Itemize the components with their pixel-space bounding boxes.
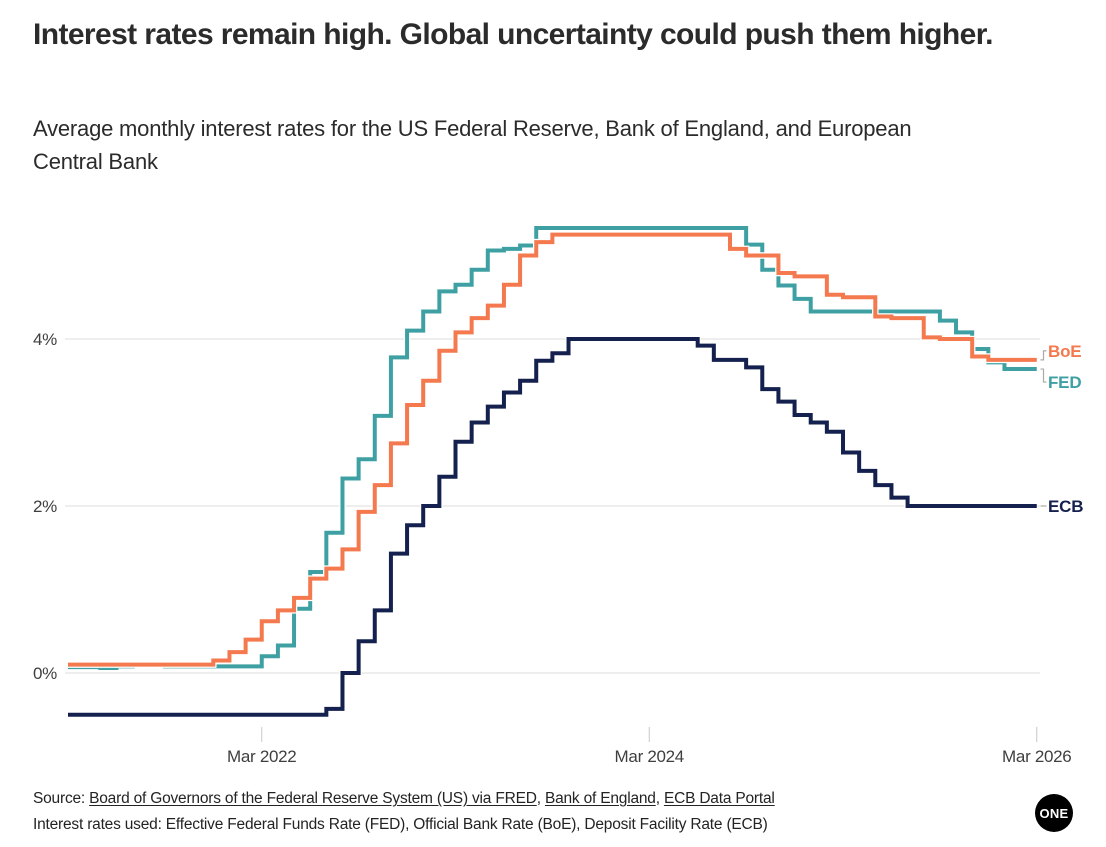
x-axis-label: Mar 2026 xyxy=(1002,747,1071,766)
series-end-label-boe: BoE xyxy=(1048,342,1081,361)
x-axis-label: Mar 2024 xyxy=(615,747,684,766)
one-logo: ONE xyxy=(1035,794,1073,832)
rate-chart-svg: 0% 2% 4% Mar 2022 Mar 2024 Mar 2026 FED BoE ECB xyxy=(33,224,1083,766)
series-line-fed xyxy=(68,225,1037,670)
page-title: Interest rates remain high. Global uncer… xyxy=(33,18,993,51)
source-link-fred[interactable]: Board of Governors of the Federal Reserv… xyxy=(89,790,537,807)
one-logo-text: ONE xyxy=(1039,805,1069,821)
series-casing-boe xyxy=(68,231,1037,668)
source-link-ecb[interactable]: ECB Data Portal xyxy=(663,790,775,807)
y-axis-label-2%: 2% xyxy=(33,497,57,516)
end-label-leader-boe xyxy=(1040,350,1047,361)
series-line-ecb xyxy=(68,337,1037,717)
chart-footer: Source: Board of Governors of the Federa… xyxy=(33,786,1023,838)
series-end-label-fed: FED xyxy=(1048,373,1081,392)
x-axis-label: Mar 2022 xyxy=(227,747,296,766)
y-axis-label-4%: 4% xyxy=(33,330,57,349)
page-subtitle: Average monthly interest rates for the U… xyxy=(33,116,912,174)
source-line: Source: Board of Governors of the Federa… xyxy=(33,786,1023,812)
source-label: Source: xyxy=(33,790,90,807)
rates-note: Interest rates used: Effective Federal F… xyxy=(33,816,768,833)
series-casing-fed xyxy=(68,224,1037,672)
series-end-label-ecb: ECB xyxy=(1048,497,1083,516)
rate-chart: 0% 2% 4% Mar 2022 Mar 2024 Mar 2026 FED BoE ECB xyxy=(0,195,1106,775)
y-axis-label-0%: 0% xyxy=(33,664,57,683)
source-separator: , xyxy=(655,790,664,807)
end-label-leader-fed xyxy=(1040,368,1047,383)
source-link-boe[interactable]: Bank of England xyxy=(544,790,656,807)
source-separator: , xyxy=(536,790,545,807)
series-line-boe xyxy=(68,232,1037,667)
